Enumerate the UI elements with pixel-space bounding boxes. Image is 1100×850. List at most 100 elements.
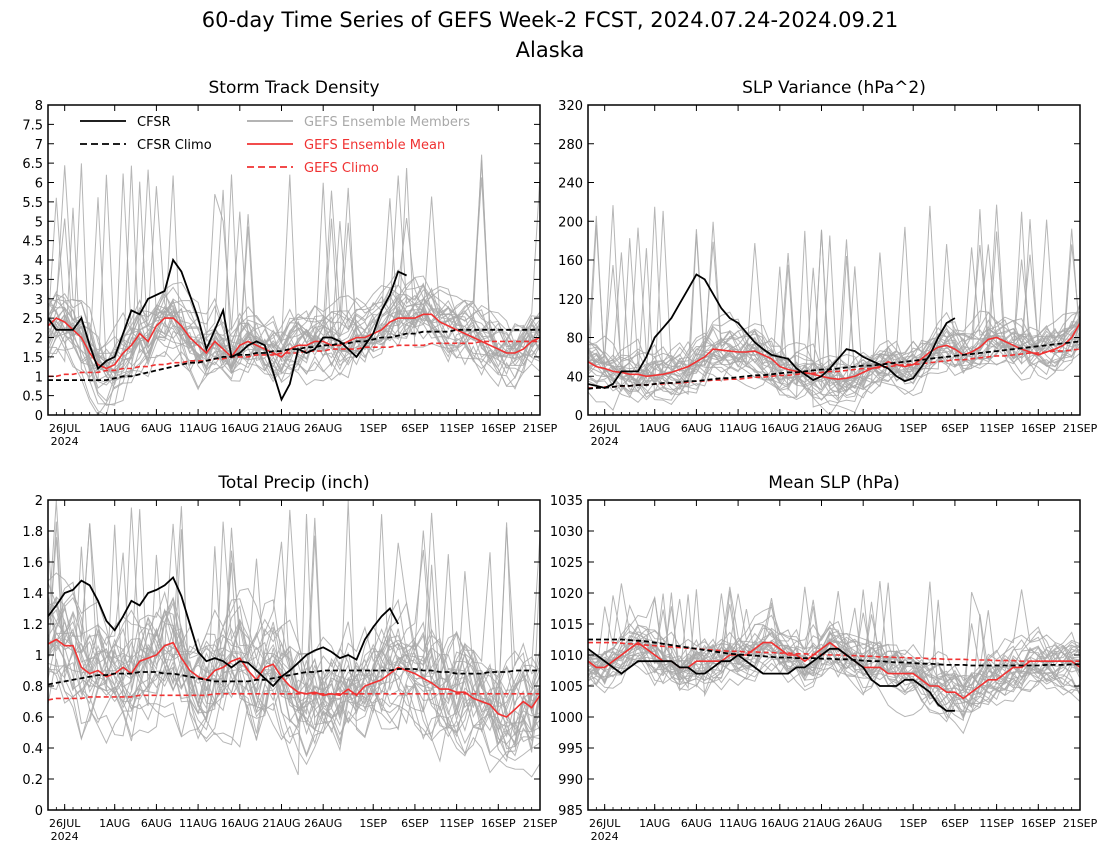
y-tick-label: 1.6 xyxy=(22,556,43,571)
x-year-label: 2024 xyxy=(51,435,79,448)
panel-title: Storm Track Density xyxy=(208,78,379,98)
y-tick-label: 1030 xyxy=(550,525,583,540)
y-tick-label: 1010 xyxy=(550,649,583,664)
y-tick-label: 280 xyxy=(558,138,583,153)
y-tick-label: 200 xyxy=(558,215,583,230)
y-tick-label: 3 xyxy=(35,293,43,308)
x-tick-label: 21SEP xyxy=(1063,817,1098,830)
gefs-climo-line xyxy=(48,692,540,701)
cfsr-line xyxy=(48,575,399,688)
y-tick-label: 995 xyxy=(558,742,583,757)
member-line xyxy=(588,597,1080,709)
x-year-label: 2024 xyxy=(591,435,619,448)
member-line xyxy=(588,238,1080,411)
x-tick-label: 11AUG xyxy=(719,817,757,830)
x-tick-label: 1SEP xyxy=(899,817,927,830)
member-line xyxy=(588,612,1080,717)
cfsr-climo-line xyxy=(48,328,540,382)
x-tick-label: 26JUL xyxy=(49,422,81,435)
ensemble-mean-line xyxy=(48,638,540,718)
x-tick-label: 11AUG xyxy=(179,817,217,830)
member-line xyxy=(48,165,540,372)
y-tick-label: 0.5 xyxy=(22,390,43,405)
y-tick-label: 6.5 xyxy=(22,157,43,172)
x-tick-label: 1AUG xyxy=(99,422,130,435)
series-lines xyxy=(588,638,1080,712)
y-tick-label: 5.5 xyxy=(22,196,43,211)
ensemble-members xyxy=(588,580,1080,735)
y-tick-label: 40 xyxy=(566,370,583,385)
y-tick-label: 8 xyxy=(35,99,43,114)
x-tick-label: 26AUG xyxy=(844,422,882,435)
cfsr-climo-line xyxy=(48,668,540,686)
member-line xyxy=(588,607,1080,696)
y-tick-label: 320 xyxy=(558,99,583,114)
panel-title: SLP Variance (hPa^2) xyxy=(742,78,926,98)
x-tick-label: 1AUG xyxy=(99,817,130,830)
member-line xyxy=(48,529,540,731)
y-tick-label: 0.4 xyxy=(22,742,43,757)
ensemble-members xyxy=(588,204,1080,415)
x-tick-label: 6SEP xyxy=(401,422,429,435)
series-lines xyxy=(48,575,540,718)
y-tick-label: 1025 xyxy=(550,556,583,571)
ensemble-mean-line xyxy=(588,322,1080,381)
member-line xyxy=(588,580,1080,707)
member-line xyxy=(588,265,1080,400)
member-line xyxy=(48,514,540,720)
member-line xyxy=(588,601,1080,696)
member-line xyxy=(588,589,1080,687)
series-lines xyxy=(48,257,540,402)
y-tick-label: 7 xyxy=(35,138,43,153)
x-tick-label: 6AUG xyxy=(141,422,172,435)
x-tick-label: 21AUG xyxy=(802,817,840,830)
x-tick-label: 16SEP xyxy=(481,817,516,830)
x-tick-label: 21SEP xyxy=(523,422,558,435)
member-line xyxy=(588,311,1080,396)
x-tick-label: 16AUG xyxy=(761,422,799,435)
y-tick-label: 1 xyxy=(35,370,43,385)
member-line xyxy=(588,210,1080,401)
panel-3: Total Precip (inch) 0 0.2 0.4 0.6 0.8 1 1.2 1.4 1… xyxy=(22,473,557,843)
y-tick-label: 1020 xyxy=(550,587,583,602)
x-year-label: 2024 xyxy=(51,830,79,843)
x-tick-label: 16AUG xyxy=(221,817,259,830)
member-line xyxy=(48,599,540,763)
member-line xyxy=(588,595,1080,701)
legend-gefs-climo-label: GEFS Climo xyxy=(304,161,379,176)
y-tick-label: 160 xyxy=(558,254,583,269)
figure-title: 60-day Time Series of GEFS Week-2 FCST, … xyxy=(202,8,899,32)
member-line xyxy=(588,594,1080,706)
member-line xyxy=(48,500,540,756)
x-tick-label: 21SEP xyxy=(1063,422,1098,435)
y-tick-label: 240 xyxy=(558,177,583,192)
legend-cfsr-label: CFSR xyxy=(137,115,171,130)
legend-ens-mean-label: GEFS Ensemble Mean xyxy=(304,138,445,153)
panel-1: Storm Track Density 0 0.5 1 1.5 2 2.5 3 3.5 4 4.5 5… xyxy=(22,78,557,448)
member-line xyxy=(588,333,1080,398)
y-tick-label: 0.6 xyxy=(22,711,43,726)
y-tick-label: 1.5 xyxy=(22,351,43,366)
panel-title: Total Precip (inch) xyxy=(217,473,369,493)
x-tick-label: 21SEP xyxy=(523,817,558,830)
x-tick-label: 11SEP xyxy=(979,422,1014,435)
member-line xyxy=(48,165,540,381)
cfsr-line xyxy=(588,273,956,389)
member-line xyxy=(48,527,540,745)
member-line xyxy=(48,295,540,382)
y-tick-label: 7.5 xyxy=(22,118,43,133)
y-tick-label: 4.5 xyxy=(22,235,43,250)
x-tick-label: 11SEP xyxy=(439,817,474,830)
x-tick-label: 6AUG xyxy=(681,817,712,830)
member-line xyxy=(48,287,540,386)
member-line xyxy=(48,190,540,387)
x-tick-label: 11AUG xyxy=(719,422,757,435)
y-tick-label: 0.2 xyxy=(22,773,43,788)
y-tick-label: 2 xyxy=(35,494,43,509)
member-line xyxy=(48,187,540,380)
legend: CFSR CFSR Climo GEFS Ensemble Members GEFS … xyxy=(80,115,470,176)
y-tick-label: 0 xyxy=(35,804,43,819)
y-tick-label: 5 xyxy=(35,215,43,230)
member-line xyxy=(48,592,540,766)
cfsr-climo-line xyxy=(588,638,1080,667)
